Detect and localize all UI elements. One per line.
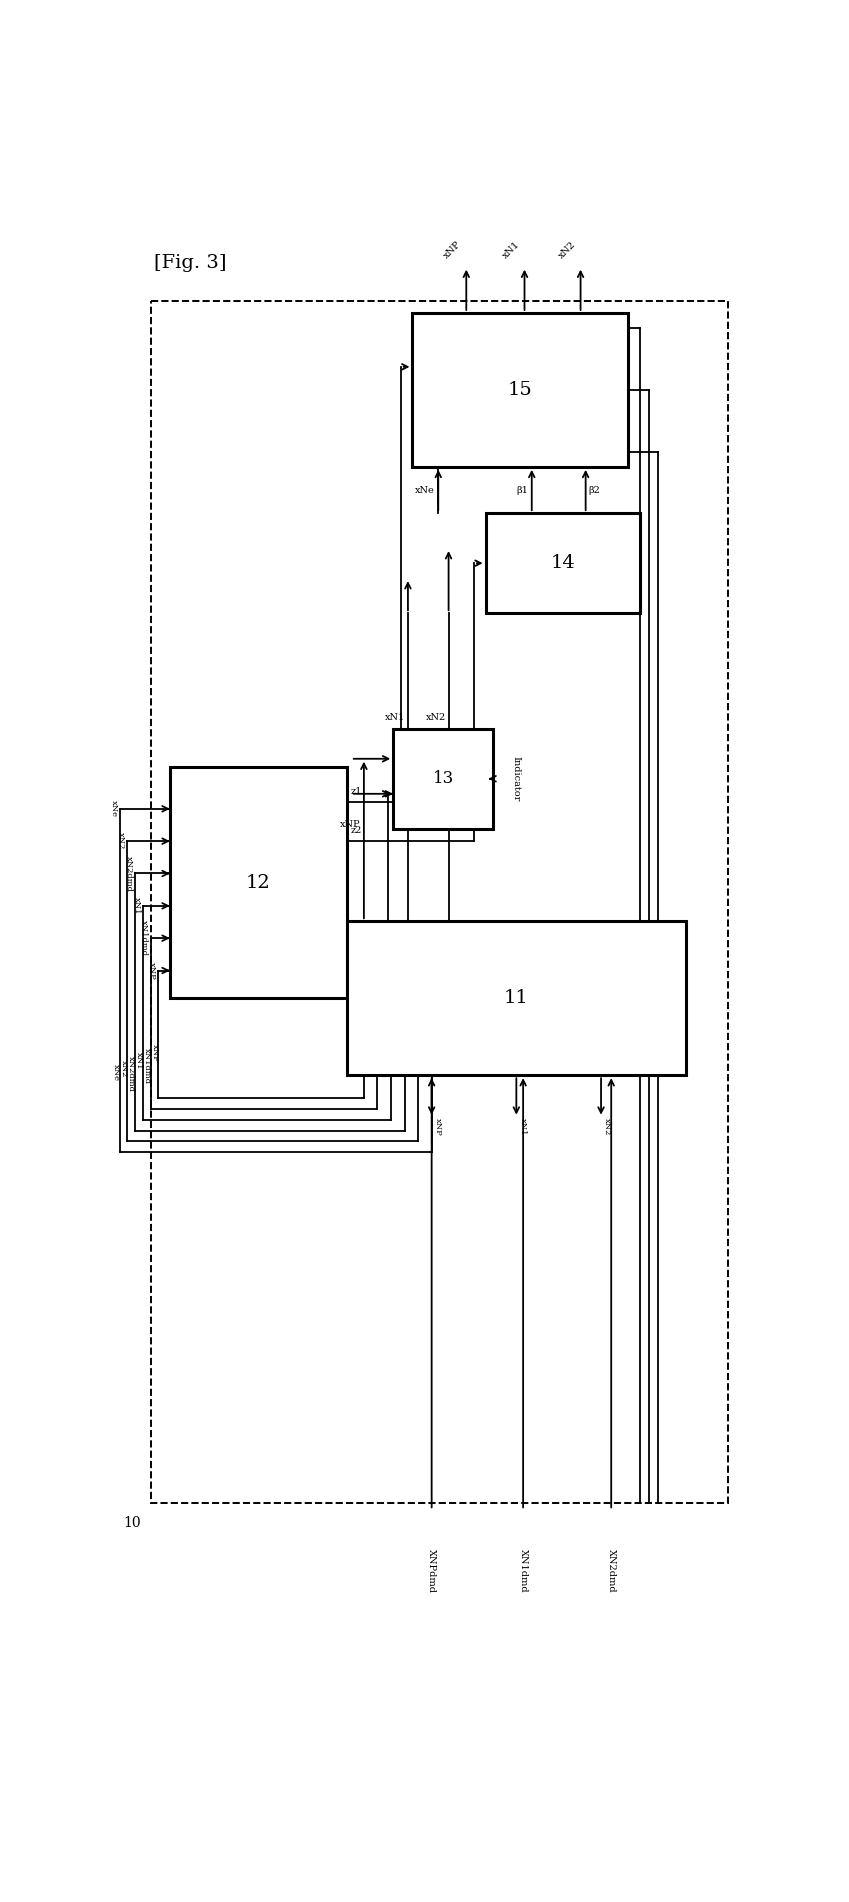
Text: XN1dmd: XN1dmd: [519, 1548, 527, 1592]
Text: β1: β1: [517, 485, 529, 495]
Bar: [486, 514, 639, 612]
Text: xNP: xNP: [150, 1044, 159, 1061]
Text: [Fig. 3]: [Fig. 3]: [155, 253, 227, 272]
Bar: [150, 301, 728, 1503]
Text: xNe: xNe: [414, 485, 435, 495]
Text: 13: 13: [433, 770, 454, 787]
Text: xNe: xNe: [112, 1063, 120, 1080]
Text: xNP: xNP: [148, 962, 156, 980]
Text: xN1: xN1: [519, 1118, 526, 1135]
Text: β2: β2: [588, 485, 600, 495]
Text: 14: 14: [550, 553, 575, 573]
Text: z1: z1: [351, 787, 363, 795]
Text: 12: 12: [246, 873, 271, 892]
Text: xN1: xN1: [501, 240, 521, 261]
Text: xN2dmd: xN2dmd: [127, 1056, 135, 1092]
Text: xN2dmd: xN2dmd: [125, 856, 133, 892]
Text: 15: 15: [508, 380, 532, 399]
Text: xNP: xNP: [434, 1118, 442, 1135]
Text: XNPdmd: XNPdmd: [427, 1548, 436, 1592]
Text: xN2: xN2: [426, 713, 447, 721]
Text: 10: 10: [124, 1516, 141, 1531]
Text: xNe: xNe: [110, 801, 117, 818]
Text: Indicator: Indicator: [512, 757, 520, 801]
Text: xN2: xN2: [117, 833, 125, 850]
Bar: [393, 728, 493, 829]
Text: z2: z2: [351, 825, 363, 835]
Text: xNP: xNP: [340, 820, 361, 829]
Bar: [170, 767, 347, 999]
Text: xN1: xN1: [385, 713, 406, 721]
Text: 11: 11: [504, 989, 529, 1008]
Text: xN1: xN1: [135, 1052, 143, 1069]
Bar: [347, 921, 686, 1075]
Text: xN2: xN2: [604, 1118, 611, 1135]
Text: xN1: xN1: [132, 898, 141, 915]
Bar: [413, 314, 628, 466]
Text: xN2: xN2: [557, 240, 577, 261]
Text: xN2: xN2: [120, 1059, 127, 1077]
Text: xN1dmd: xN1dmd: [143, 1048, 151, 1084]
Text: xNP: xNP: [442, 240, 464, 261]
Text: XN2dmd: XN2dmd: [607, 1548, 616, 1592]
Text: xN1dmd: xN1dmd: [140, 921, 149, 957]
